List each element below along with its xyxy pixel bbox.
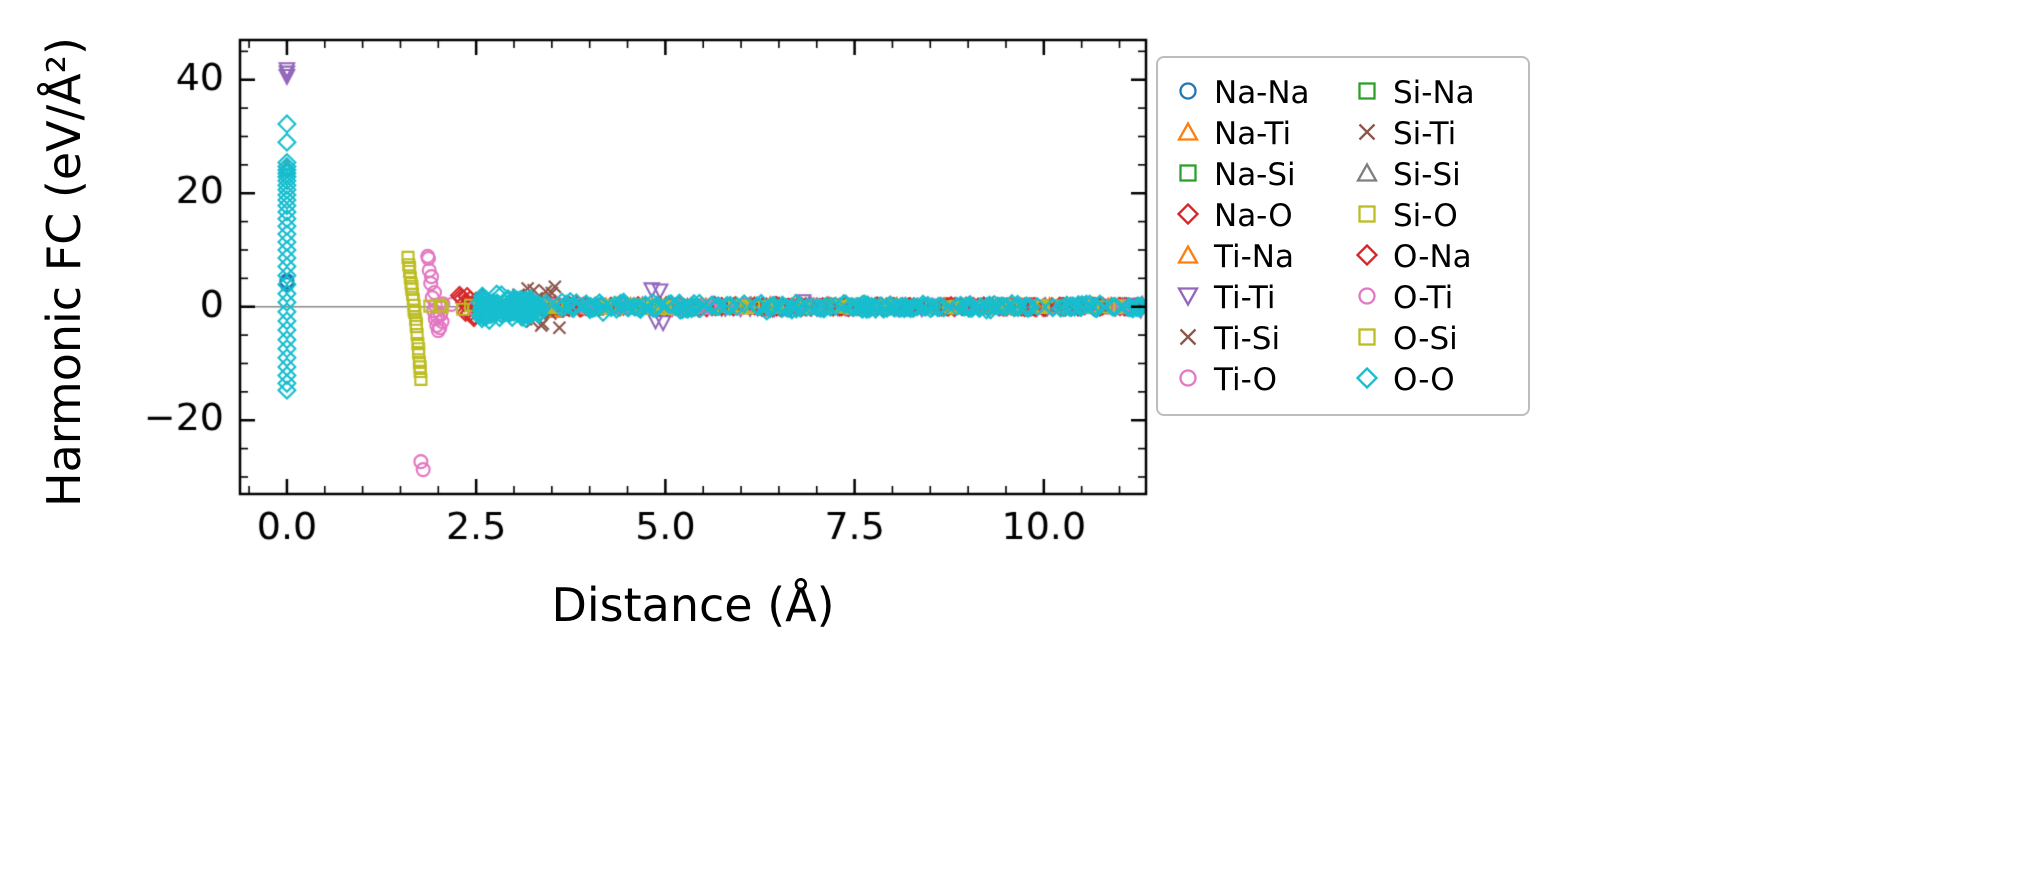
na-o-marker-icon	[1176, 202, 1200, 230]
legend-item-o-na: O-Na	[1355, 236, 1510, 277]
legend-item-ti-si: Ti-Si	[1176, 318, 1331, 359]
legend: Na-Na Na-Ti Na-Si Na-O Ti-Na Ti-Ti Ti-Si Ti-O Si…	[1156, 56, 1530, 416]
si-o-marker-icon	[1355, 202, 1379, 230]
legend-item-si-si: Si-Si	[1355, 154, 1510, 195]
si-ti-marker-icon	[1355, 120, 1379, 148]
legend-label: Si-Na	[1393, 74, 1475, 111]
legend-label: O-Si	[1393, 320, 1458, 357]
legend-label: Si-Si	[1393, 156, 1461, 193]
o-o-marker-icon	[1355, 366, 1379, 394]
x-axis-label: Distance (Å)	[551, 578, 835, 632]
na-ti-marker-icon	[1176, 120, 1200, 148]
legend-item-si-na: Si-Na	[1355, 72, 1510, 113]
ti-na-marker-icon	[1176, 243, 1200, 271]
legend-item-si-ti: Si-Ti	[1355, 113, 1510, 154]
ti-si-marker-icon	[1176, 325, 1200, 353]
legend-label: Ti-Ti	[1214, 279, 1276, 316]
legend-label: Na-Na	[1214, 74, 1310, 111]
legend-item-o-si: O-Si	[1355, 318, 1510, 359]
legend-item-o-o: O-O	[1355, 359, 1510, 400]
legend-item-ti-o: Ti-O	[1176, 359, 1331, 400]
legend-item-na-ti: Na-Ti	[1176, 113, 1331, 154]
legend-label: Ti-O	[1214, 361, 1278, 398]
legend-label: O-O	[1393, 361, 1455, 398]
legend-label: Na-Ti	[1214, 115, 1292, 152]
legend-label: Na-Si	[1214, 156, 1296, 193]
ti-ti-marker-icon	[1176, 284, 1200, 312]
o-ti-marker-icon	[1355, 284, 1379, 312]
legend-label: Ti-Si	[1214, 320, 1281, 357]
legend-label: Si-O	[1393, 197, 1458, 234]
o-si-marker-icon	[1355, 325, 1379, 353]
legend-label: O-Ti	[1393, 279, 1454, 316]
legend-item-na-si: Na-Si	[1176, 154, 1331, 195]
legend-label: Na-O	[1214, 197, 1293, 234]
si-na-marker-icon	[1355, 79, 1379, 107]
na-na-marker-icon	[1176, 79, 1200, 107]
legend-item-o-ti: O-Ti	[1355, 277, 1510, 318]
legend-item-na-o: Na-O	[1176, 195, 1331, 236]
legend-label: O-Na	[1393, 238, 1472, 275]
na-si-marker-icon	[1176, 161, 1200, 189]
si-si-marker-icon	[1355, 161, 1379, 189]
y-axis-label: Harmonic FC (eV/Å²)	[37, 37, 91, 507]
legend-item-ti-ti: Ti-Ti	[1176, 277, 1331, 318]
o-na-marker-icon	[1355, 243, 1379, 271]
legend-label: Ti-Na	[1214, 238, 1294, 275]
ti-o-marker-icon	[1176, 366, 1200, 394]
legend-label: Si-Ti	[1393, 115, 1457, 152]
legend-item-si-o: Si-O	[1355, 195, 1510, 236]
legend-item-na-na: Na-Na	[1176, 72, 1331, 113]
legend-item-ti-na: Ti-Na	[1176, 236, 1331, 277]
